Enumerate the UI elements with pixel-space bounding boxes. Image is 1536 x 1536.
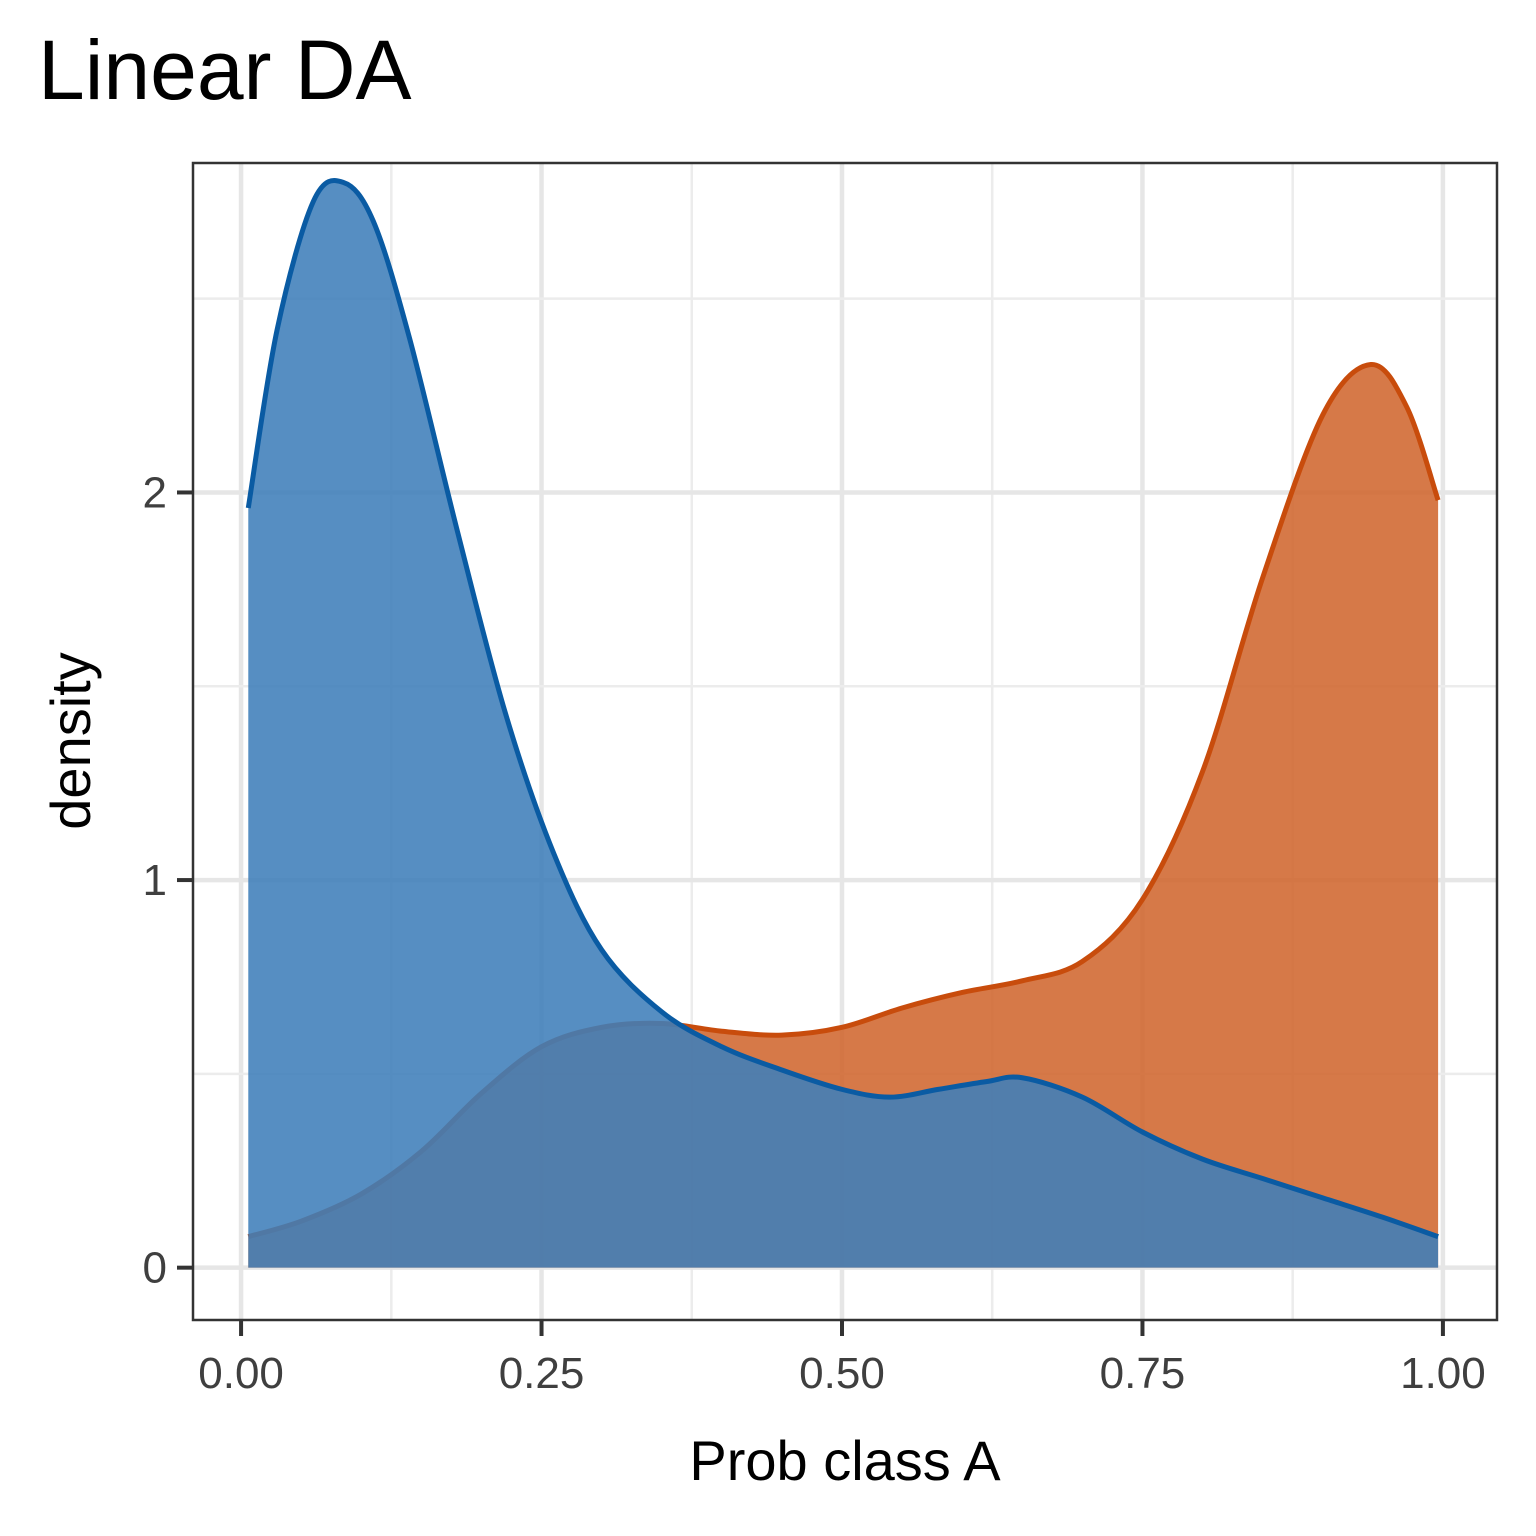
x-tick-label: 0.25 [499,1349,585,1398]
chart-title: Linear DA [38,23,412,117]
density-curve-2 [245,178,1439,1240]
x-tick-label: 0.75 [1100,1349,1186,1398]
x-tick-label: 0.00 [198,1349,284,1398]
y-axis-title: density [39,652,102,829]
tick-layer: 0.00 0.25 0.50 0.75 1.00 0 1 2 [143,468,1486,1398]
panel-border [191,161,1499,1322]
density-area-2 [248,180,1439,1268]
series-layer [245,178,1441,1268]
x-tick-label: 1.00 [1400,1349,1486,1398]
y-tick-label: 0 [143,1244,167,1293]
x-axis-title: Prob class A [689,1429,1001,1492]
x-tick-label: 0.50 [799,1349,885,1398]
y-tick-label: 2 [143,468,167,517]
density-area-1 [248,364,1439,1268]
y-tick-label: 1 [143,856,167,905]
